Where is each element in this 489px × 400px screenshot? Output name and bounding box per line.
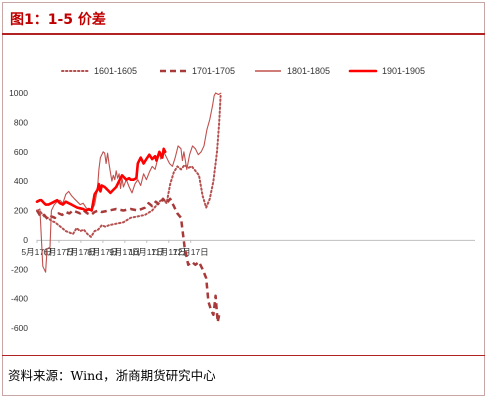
x-tick-label: 6月17日 <box>43 247 74 257</box>
x-tick-label: 12月17日 <box>173 247 209 257</box>
legend-label: 1901-1905 <box>382 66 425 76</box>
series-line-1601-1605 <box>36 94 222 238</box>
y-tick-label: -200 <box>11 264 28 274</box>
series-line-1701-1705 <box>35 197 223 324</box>
figure-title: 图1：1-5 价差 <box>10 12 106 28</box>
y-tick-label: 200 <box>14 206 28 216</box>
y-tick-label: -600 <box>11 323 28 333</box>
x-tick-label: 7月17日 <box>65 247 96 257</box>
x-tick-label: 11月17日 <box>151 247 186 257</box>
legend-label: 1601-1605 <box>94 66 137 76</box>
y-tick-label: 600 <box>14 147 28 157</box>
x-tick-label: 10月17日 <box>129 247 165 257</box>
series-line-1801-1805 <box>36 92 222 273</box>
source-note: 资料来源：Wind，浙商期货研究中心 <box>8 368 216 383</box>
legend-label: 1701-1705 <box>192 66 235 76</box>
y-tick-label: 0 <box>23 235 28 245</box>
y-tick-label: -400 <box>11 294 28 304</box>
x-tick-label: 9月17日 <box>109 247 140 257</box>
legend-label: 1801-1805 <box>287 66 330 76</box>
title-divider <box>2 33 485 35</box>
source-divider <box>2 355 485 356</box>
figure-frame <box>2 2 485 396</box>
y-tick-label: 1000 <box>9 88 28 98</box>
x-tick-label: 8月17日 <box>87 247 118 257</box>
y-tick-label: 400 <box>14 176 28 186</box>
y-tick-label: 800 <box>14 117 28 127</box>
x-tick-label: 5月17日 <box>21 247 52 257</box>
series-line-1901-1905 <box>35 147 167 212</box>
